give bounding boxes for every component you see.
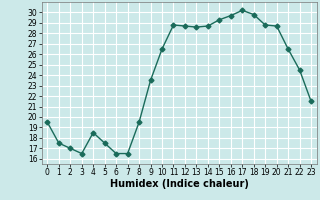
X-axis label: Humidex (Indice chaleur): Humidex (Indice chaleur) bbox=[110, 179, 249, 189]
